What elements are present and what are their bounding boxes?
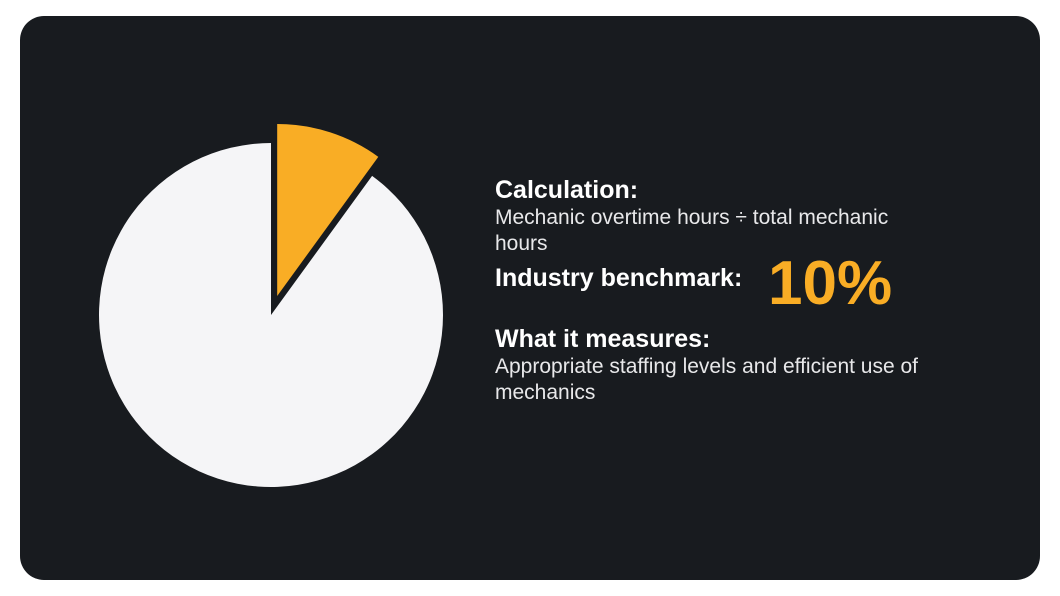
pie-slice xyxy=(99,143,443,487)
benchmark-heading: Industry benchmark: xyxy=(495,264,743,292)
pie-slice xyxy=(277,123,379,296)
calculation-heading: Calculation: xyxy=(495,176,639,204)
card: Calculation: Mechanic overtime hours ÷ t… xyxy=(20,16,1040,580)
measures-text: Appropriate staffing levels and efficien… xyxy=(495,355,918,404)
benchmark-value: 10% xyxy=(768,249,893,318)
measures-heading: What it measures: xyxy=(495,325,711,353)
calculation-text: Mechanic overtime hours ÷ total mechanic… xyxy=(495,206,889,255)
pie-chart xyxy=(99,123,443,487)
